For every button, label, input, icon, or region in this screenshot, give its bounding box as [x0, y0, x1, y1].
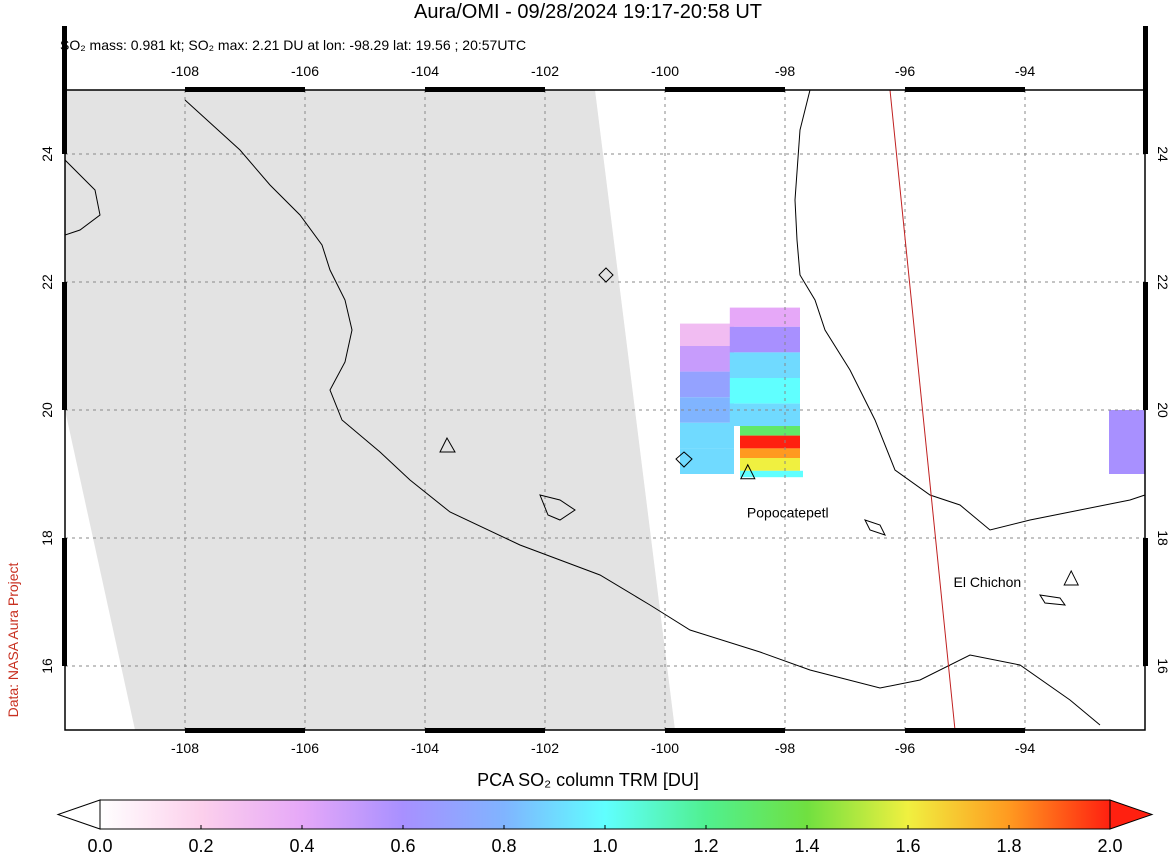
lat-tick-label: 22	[1155, 274, 1171, 290]
lon-tick-label: -108	[171, 740, 199, 756]
lat-tick-label: 20	[1155, 402, 1171, 418]
colorbar-tick-label: 0.2	[188, 836, 213, 855]
colorbar-tick-label: 2.0	[1097, 836, 1122, 855]
title: Aura/OMI - 09/28/2024 19:17-20:58 UT	[414, 1, 762, 23]
so2-pixel	[740, 448, 800, 458]
volcano-marker	[739, 463, 756, 480]
frame-tick	[425, 728, 545, 733]
lat-tick-label: 18	[39, 530, 55, 546]
so2-pixel	[740, 458, 800, 471]
colorbar	[99, 799, 1111, 830]
colorbar-tick-label: 1.8	[996, 836, 1021, 855]
so2-pixel	[680, 371, 734, 398]
lon-tick-label: -102	[531, 63, 559, 79]
so2-pixel	[1109, 410, 1145, 474]
lat-tick-label: 20	[39, 402, 55, 418]
coastline	[65, 159, 101, 236]
no-data-swath	[65, 90, 675, 730]
so2-pixel	[740, 435, 800, 449]
lat-tick-label: 16	[1155, 658, 1171, 674]
island	[539, 494, 576, 521]
island	[864, 519, 886, 536]
lon-tick-label: -106	[291, 63, 319, 79]
colorbar-over	[1109, 799, 1154, 830]
lat-tick-label: 22	[39, 274, 55, 290]
colorbar-tick-label: 1.2	[693, 836, 718, 855]
lon-tick-label: -96	[895, 63, 915, 79]
so2-pixel	[729, 378, 800, 404]
island	[1039, 594, 1067, 606]
colorbar-title: PCA SO₂ column TRM [DU]	[477, 770, 699, 790]
so2-pixel	[729, 403, 800, 426]
colorbar-tick-label: 0.6	[390, 836, 415, 855]
frame-tick	[425, 87, 545, 92]
so2-pixel	[680, 422, 734, 449]
lon-tick-label: -98	[775, 740, 795, 756]
frame-tick	[1143, 538, 1148, 666]
volcano-marker	[439, 436, 456, 453]
frame-tick	[62, 282, 67, 410]
volcano-label: El Chichon	[953, 574, 1021, 590]
frame-tick	[185, 87, 305, 92]
colorbar-tick-label: 1.4	[794, 836, 819, 855]
lon-tick-label: -96	[895, 740, 915, 756]
so2-pixel	[729, 307, 800, 327]
frame-tick	[1143, 282, 1148, 410]
so2-pixel	[740, 470, 803, 478]
orbit-track	[889, 90, 956, 730]
lon-tick-label: -100	[651, 63, 679, 79]
lat-tick-label: 18	[1155, 530, 1171, 546]
so2-pixel	[729, 326, 800, 353]
frame-tick	[62, 26, 67, 154]
colorbar-tick-label: 1.6	[895, 836, 920, 855]
lon-tick-label: -106	[291, 740, 319, 756]
lon-tick-label: -98	[775, 63, 795, 79]
lat-tick-label: 24	[1155, 146, 1171, 162]
so2-pixel	[729, 352, 800, 378]
map: Popocatepetl El Chichon	[65, 90, 1145, 730]
site-marker	[598, 267, 614, 283]
colorbar-tick-label: 0.0	[87, 836, 112, 855]
frame-tick	[665, 87, 785, 92]
frame-tick	[185, 728, 305, 733]
frame-tick	[665, 728, 785, 733]
colorbar-tick-label: 0.4	[289, 836, 314, 855]
coastline	[794, 90, 1145, 531]
frame-tick	[1143, 26, 1148, 154]
lon-tick-label: -94	[1015, 63, 1035, 79]
lon-tick-label: -108	[171, 63, 199, 79]
lat-tick-label: 16	[39, 658, 55, 674]
credit: Data: NASA Aura Project	[5, 562, 21, 717]
lon-tick-label: -102	[531, 740, 559, 756]
so2-pixel	[740, 426, 800, 436]
subtitle: SO₂ mass: 0.981 kt; SO₂ max: 2.21 DU at …	[60, 37, 526, 53]
lon-tick-label: -94	[1015, 740, 1035, 756]
lon-tick-label: -104	[411, 63, 439, 79]
volcano-marker	[1063, 569, 1080, 586]
site-marker	[675, 451, 693, 468]
frame-tick	[62, 538, 67, 666]
lon-tick-label: -104	[411, 740, 439, 756]
lon-tick-label: -100	[651, 740, 679, 756]
frame-tick	[905, 87, 1025, 92]
volcano-label: Popocatepetl	[747, 505, 829, 521]
lat-tick-label: 24	[39, 146, 55, 162]
colorbar-tick-label: 0.8	[491, 836, 516, 855]
frame-tick	[905, 728, 1025, 733]
so2-pixel	[680, 323, 734, 346]
colorbar-tick-label: 1.0	[592, 836, 617, 855]
so2-pixel	[680, 448, 734, 474]
so2-pixel	[680, 346, 734, 372]
colorbar-under	[56, 799, 101, 830]
coastline	[184, 99, 1101, 726]
